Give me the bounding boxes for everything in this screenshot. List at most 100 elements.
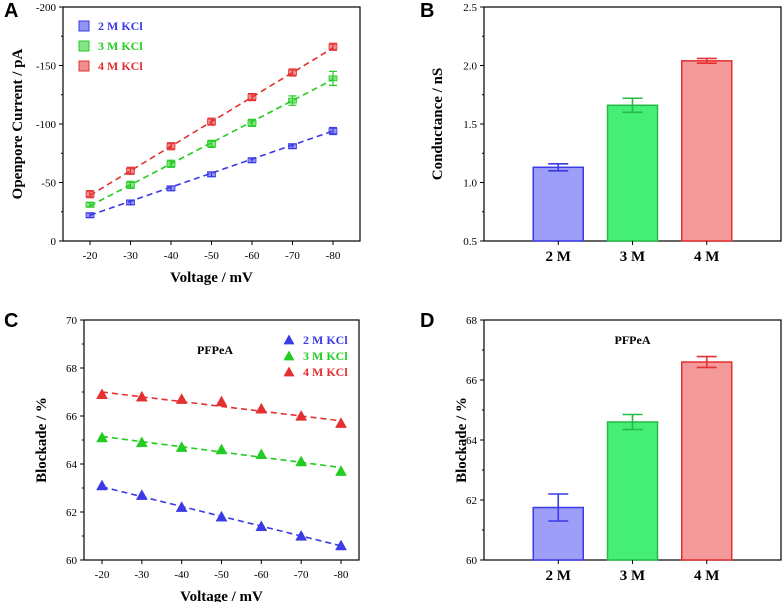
- y-tick-label-B-0: 0.5: [463, 236, 477, 248]
- data-point-A-2-5: [288, 69, 297, 76]
- x-tick-label-C-2: -40: [174, 569, 189, 581]
- series-A-2: [85, 42, 338, 199]
- legend-label-C-0: 2 M KCl: [303, 333, 348, 347]
- data-point-C-1-1: [135, 436, 148, 448]
- legend-marker-A-0: [78, 20, 90, 32]
- data-point-A-1-0: [85, 201, 95, 208]
- legend-marker-C-2: [283, 366, 295, 377]
- category-label-B-1: 3 M: [620, 249, 645, 265]
- data-point-A-0-1: [126, 199, 135, 206]
- data-point-A-2-3: [207, 118, 216, 125]
- bar-B-2: [681, 60, 733, 242]
- y-tick-label-C-3: 66: [66, 411, 78, 423]
- category-label-B-0: 2 M: [546, 249, 571, 265]
- series-C-0: [96, 479, 347, 551]
- category-label-B-2: 4 M: [694, 249, 719, 265]
- category-label-D-2: 4 M: [694, 568, 719, 584]
- data-point-A-1-4: [247, 119, 257, 126]
- y-axis-title-A: Openpore Current / pA: [10, 48, 26, 199]
- legend-marker-C-0: [283, 334, 295, 345]
- legend-label-A-1: 3 M KCl: [98, 39, 143, 53]
- x-tick-label-C-5: -70: [294, 569, 309, 581]
- annotation-D: PFPeA: [615, 333, 651, 347]
- legend-label-C-1: 3 M KCl: [303, 349, 348, 363]
- data-point-A-2-6: [328, 43, 338, 50]
- panel-letter-B: B: [420, 0, 434, 22]
- legend-label-A-2: 4 M KCl: [98, 59, 143, 73]
- x-tick-label-A-3: -50: [204, 250, 219, 262]
- data-point-C-1-6: [335, 465, 347, 476]
- y-tick-label-C-5: 70: [66, 315, 78, 327]
- y-tick-label-D-1: 62: [466, 495, 477, 507]
- data-point-A-1-6: [328, 75, 338, 82]
- y-axis-title-C: Blockade / %: [34, 397, 50, 483]
- legend-marker-A-1: [78, 40, 90, 52]
- data-point-A-0-3: [207, 171, 216, 178]
- x-tick-label-C-3: -50: [214, 569, 229, 581]
- category-label-D-0: 2 M: [546, 568, 571, 584]
- x-axis-title-C: Voltage / mV: [180, 589, 263, 602]
- y-tick-label-A-1: -50: [41, 178, 56, 190]
- x-tick-label-A-5: -70: [285, 250, 300, 262]
- y-tick-label-A-0: 0: [51, 236, 57, 248]
- x-tick-label-A-4: -60: [245, 250, 260, 262]
- panel-D: D 60 62 64 66 68 Blockade / % 2 M 3 M 4 M PFPeA: [420, 310, 782, 584]
- bar-D-1: [606, 421, 659, 561]
- data-point-C-1-2: [175, 441, 188, 452]
- panel-letter-A: A: [4, 0, 18, 22]
- x-tick-label-A-1: -30: [123, 250, 138, 262]
- annotation-C: PFPeA: [197, 343, 233, 357]
- data-point-A-0-0: [85, 212, 95, 219]
- y-tick-label-D-0: 60: [466, 555, 478, 567]
- y-tick-label-A-4: -200: [36, 2, 57, 14]
- category-label-D-1: 3 M: [620, 568, 645, 584]
- y-tick-label-A-2: -100: [36, 119, 57, 131]
- data-point-C-0-1: [135, 489, 148, 500]
- legend-label-C-2: 4 M KCl: [303, 365, 348, 379]
- x-tick-label-C-4: -60: [254, 569, 269, 581]
- data-point-A-0-4: [247, 157, 257, 164]
- panel-letter-C: C: [4, 310, 18, 332]
- data-point-C-2-1: [135, 390, 148, 402]
- y-axis-title-B: Conductance / nS: [430, 68, 446, 181]
- data-point-A-1-2: [166, 160, 176, 167]
- data-point-C-1-0: [96, 431, 108, 443]
- x-tick-label-C-6: -80: [334, 569, 349, 581]
- data-point-C-2-3: [215, 395, 228, 407]
- data-point-C-1-4: [255, 448, 268, 460]
- y-tick-label-D-3: 66: [466, 375, 478, 387]
- y-tick-label-A-3: -150: [36, 61, 57, 73]
- data-point-A-2-2: [166, 143, 176, 150]
- bar-B-1: [606, 104, 659, 242]
- x-tick-label-A-6: -80: [326, 250, 341, 262]
- x-tick-label-A-2: -40: [164, 250, 179, 262]
- data-point-C-0-6: [335, 539, 347, 551]
- data-point-C-2-6: [335, 417, 347, 428]
- y-axis-title-D: Blockade / %: [454, 397, 470, 483]
- data-point-C-2-2: [175, 393, 188, 404]
- series-A-1: [85, 70, 338, 208]
- bar-B-0: [532, 166, 584, 242]
- data-point-A-0-2: [166, 185, 176, 192]
- panel-letter-D: D: [420, 310, 434, 332]
- y-tick-label-C-1: 62: [66, 507, 77, 519]
- data-point-A-1-3: [207, 140, 216, 147]
- data-point-C-0-0: [96, 479, 108, 491]
- bar-D-2: [681, 361, 733, 561]
- data-point-A-1-1: [126, 181, 135, 188]
- y-tick-label-B-4: 2.5: [463, 2, 477, 14]
- data-point-C-0-2: [175, 501, 188, 512]
- data-point-C-0-4: [255, 520, 268, 532]
- x-tick-label-C-0: -20: [95, 569, 110, 581]
- data-point-C-2-4: [255, 402, 268, 414]
- data-point-A-2-1: [126, 167, 135, 174]
- data-point-A-2-0: [85, 191, 95, 198]
- series-C-1: [96, 431, 347, 476]
- data-point-A-0-5: [288, 143, 297, 150]
- data-point-A-1-5: [288, 97, 297, 104]
- y-tick-label-B-2: 1.5: [463, 119, 477, 131]
- y-tick-label-B-1: 1.0: [463, 178, 477, 190]
- legend-label-A-0: 2 M KCl: [98, 19, 143, 33]
- legend-marker-A-2: [78, 60, 90, 72]
